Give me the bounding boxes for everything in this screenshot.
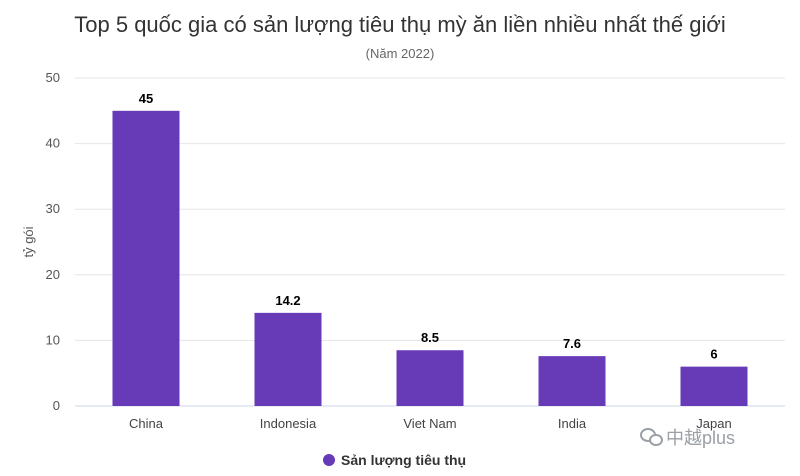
data-label: 8.5: [421, 330, 439, 345]
y-tick-label: 40: [46, 136, 60, 151]
x-tick-label: Viet Nam: [403, 416, 456, 431]
bar-viet-nam[interactable]: [396, 350, 464, 406]
wechat-icon: [640, 428, 663, 446]
bar-india[interactable]: [538, 356, 606, 406]
x-tick-label: India: [558, 416, 587, 431]
bar-china[interactable]: [112, 110, 180, 407]
watermark-text: 中越plus: [666, 428, 736, 448]
y-axis-label: tỷ gói: [21, 226, 36, 257]
chart-subtitle: (Năm 2022): [366, 46, 435, 61]
legend-item-label: Sản lượng tiêu thụ: [341, 452, 466, 468]
watermark: 中越plus: [640, 424, 735, 450]
y-tick-label: 20: [46, 267, 60, 282]
x-tick-label: Indonesia: [260, 416, 317, 431]
x-tick-label: Japan: [696, 416, 731, 431]
legend-marker: [323, 454, 335, 466]
bar-indonesia[interactable]: [254, 312, 322, 406]
chart-title: Top 5 quốc gia có sản lượng tiêu thụ mỳ …: [74, 12, 725, 37]
chart-legend[interactable]: Sản lượng tiêu thụ: [323, 452, 466, 468]
y-tick-label: 50: [46, 70, 60, 85]
y-tick-label: 10: [46, 332, 60, 347]
data-label: 7.6: [563, 336, 581, 351]
bar-japan[interactable]: [680, 366, 748, 406]
data-label: 6: [710, 347, 717, 362]
data-label: 14.2: [275, 293, 300, 308]
x-tick-label: China: [129, 416, 164, 431]
y-tick-label: 0: [53, 398, 60, 413]
data-label: 45: [139, 91, 153, 106]
y-tick-label: 30: [46, 201, 60, 216]
